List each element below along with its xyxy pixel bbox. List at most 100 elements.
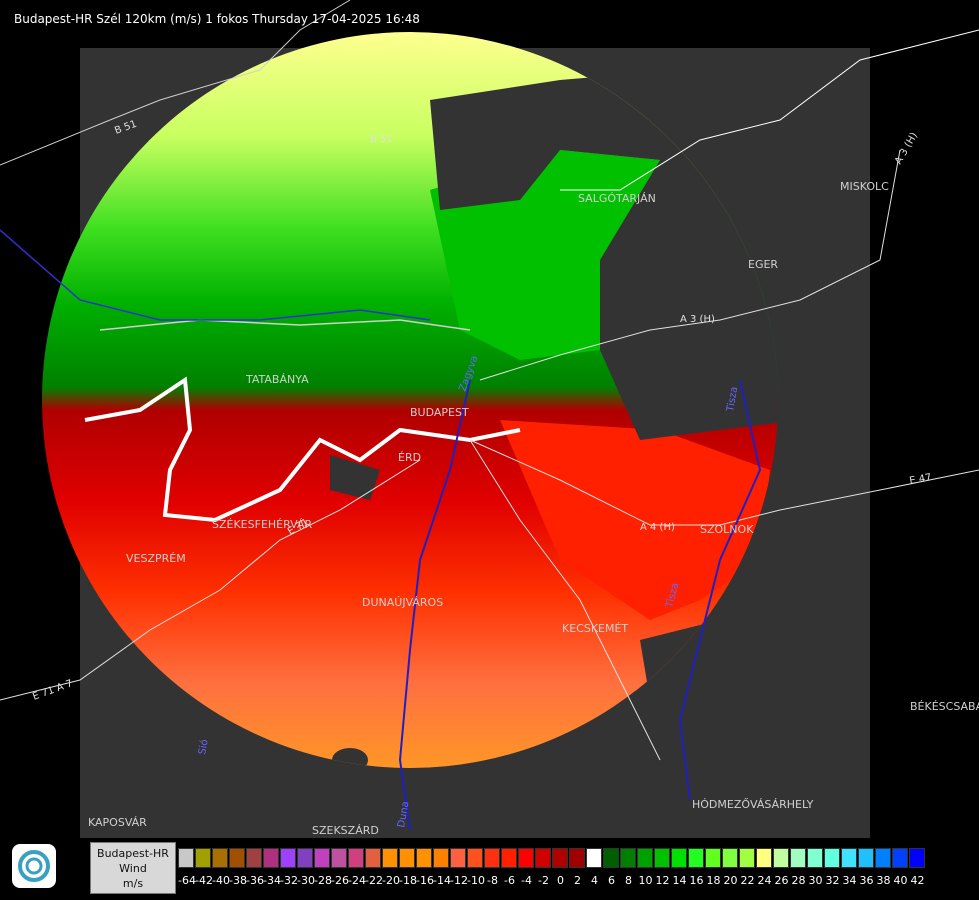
legend-tick: 2 xyxy=(574,874,581,887)
legend-tick: 24 xyxy=(757,874,772,887)
legend-swatch xyxy=(909,848,925,868)
legend-swatches xyxy=(178,848,926,868)
legend-tick: -30 xyxy=(297,874,315,887)
legend-swatch xyxy=(229,848,245,868)
legend-tick: -64 xyxy=(178,874,196,887)
legend-tick: -40 xyxy=(212,874,230,887)
city-label: TATABÁNYA xyxy=(245,373,309,386)
road-label: E 47 xyxy=(909,472,933,487)
legend-tick: -2 xyxy=(538,874,549,887)
road-label: A 3 (H) xyxy=(680,314,715,325)
legend-swatch xyxy=(433,848,449,868)
legend-tick: -12 xyxy=(450,874,468,887)
legend-tick: -28 xyxy=(314,874,332,887)
legend-swatch xyxy=(773,848,789,868)
legend-swatch xyxy=(365,848,381,868)
legend-swatch xyxy=(620,848,636,868)
city-label: EGER xyxy=(748,258,778,271)
city-label: SZEKSZÁRD xyxy=(312,824,379,837)
city-label: HÓDMEZŐVÁSÁRHELY xyxy=(692,797,814,811)
legend-swatch xyxy=(569,848,585,868)
legend-swatch xyxy=(212,848,228,868)
legend-swatch xyxy=(416,848,432,868)
legend-tick: -34 xyxy=(263,874,281,887)
legend-swatch xyxy=(501,848,517,868)
legend-tick: -26 xyxy=(331,874,349,887)
legend-swatch xyxy=(280,848,296,868)
city-label: KAPOSVÁR xyxy=(88,816,147,829)
legend-tick: 8 xyxy=(625,874,632,887)
legend-tick: -42 xyxy=(195,874,213,887)
legend-swatch xyxy=(858,848,874,868)
legend-tick: 18 xyxy=(706,874,721,887)
legend-swatch xyxy=(654,848,670,868)
legend-swatch xyxy=(688,848,704,868)
legend-tick: -8 xyxy=(487,874,498,887)
city-label: MISKOLC xyxy=(840,180,889,193)
legend-swatch xyxy=(382,848,398,868)
legend-tick: 20 xyxy=(723,874,738,887)
legend-tick: 16 xyxy=(689,874,704,887)
legend-swatch xyxy=(739,848,755,868)
legend-caption: Budapest-HR Wind m/s xyxy=(90,842,176,894)
legend-tick: 34 xyxy=(842,874,857,887)
legend-swatch xyxy=(875,848,891,868)
legend-swatch xyxy=(178,848,194,868)
radar-title: Budapest-HR Szél 120km (m/s) 1 fokos Thu… xyxy=(14,12,420,26)
legend-tick: 30 xyxy=(808,874,823,887)
legend-swatch xyxy=(637,848,653,868)
legend-tick: 28 xyxy=(791,874,806,887)
river-label: Duna xyxy=(396,800,411,828)
legend-tick: -24 xyxy=(348,874,366,887)
legend-swatch xyxy=(518,848,534,868)
city-label: VESZPRÉM xyxy=(126,552,186,565)
legend-swatch xyxy=(450,848,466,868)
legend-swatch xyxy=(892,848,908,868)
legend-tick: 36 xyxy=(859,874,874,887)
city-label: KECSKEMÉT xyxy=(562,622,628,635)
legend-swatch xyxy=(824,848,840,868)
legend-swatch xyxy=(331,848,347,868)
legend-tick: 40 xyxy=(893,874,908,887)
legend-tick: 42 xyxy=(910,874,925,887)
legend-swatch xyxy=(756,848,772,868)
legend-tick: -16 xyxy=(416,874,434,887)
legend-tick: -36 xyxy=(246,874,264,887)
legend-tick: 4 xyxy=(591,874,598,887)
legend-tick: 38 xyxy=(876,874,891,887)
legend-swatch xyxy=(297,848,313,868)
legend-tick: 32 xyxy=(825,874,840,887)
city-label: DUNAÚJVÁROS xyxy=(362,596,443,609)
legend-swatch xyxy=(552,848,568,868)
legend-swatch xyxy=(246,848,262,868)
legend-tick: -32 xyxy=(280,874,298,887)
legend-tick: 26 xyxy=(774,874,789,887)
map-lines xyxy=(0,0,979,831)
legend-tick: -38 xyxy=(229,874,247,887)
legend-unit: m/s xyxy=(122,877,144,890)
legend-tick: 14 xyxy=(672,874,687,887)
road-label: A 4 (H) xyxy=(640,522,675,533)
legend-tick: -20 xyxy=(382,874,400,887)
legend-tick: -10 xyxy=(467,874,485,887)
legend-swatch xyxy=(722,848,738,868)
legend-tick: 6 xyxy=(608,874,615,887)
legend-swatch xyxy=(790,848,806,868)
legend-tick: 22 xyxy=(740,874,755,887)
legend-tick: -22 xyxy=(365,874,383,887)
legend-tick: -6 xyxy=(504,874,515,887)
legend-tick: -18 xyxy=(399,874,417,887)
city-label: BUDAPEST xyxy=(410,406,469,419)
legend-swatch xyxy=(671,848,687,868)
legend-tick: -14 xyxy=(433,874,451,887)
river-label: Sió xyxy=(196,738,210,755)
legend-quantity: Wind xyxy=(119,862,147,875)
city-label: BÉKÉSCSABA xyxy=(910,700,979,713)
city-label: ÉRD xyxy=(398,451,421,464)
legend-swatch xyxy=(535,848,551,868)
legend-swatch xyxy=(603,848,619,868)
legend-swatch xyxy=(467,848,483,868)
legend-swatch xyxy=(705,848,721,868)
city-label: SALGÓTARJÁN xyxy=(578,192,656,205)
